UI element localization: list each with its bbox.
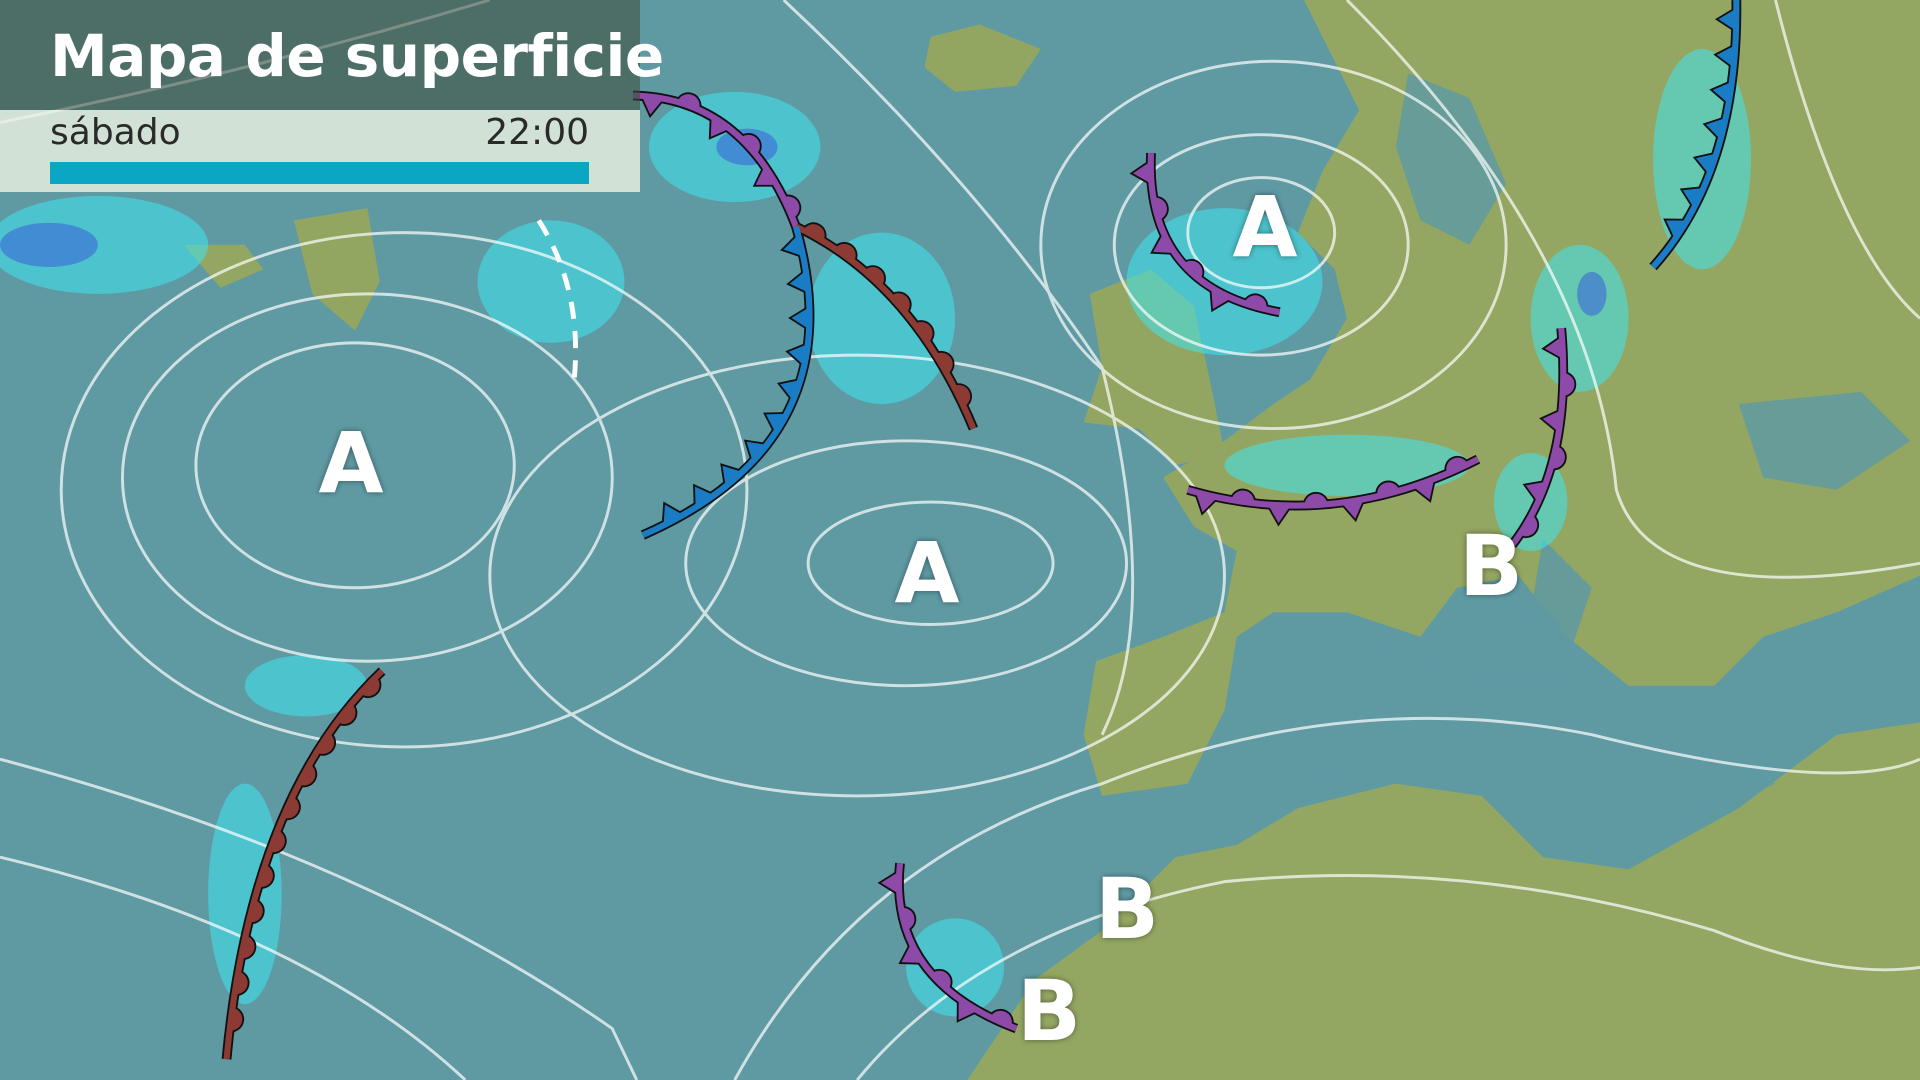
warm-front	[223, 668, 385, 1060]
title-panel	[0, 0, 640, 110]
warm-front	[794, 223, 977, 430]
day-label: sábado	[50, 112, 181, 153]
high-pressure-label: A	[318, 414, 384, 512]
occluded-front	[1147, 152, 1281, 316]
occluded-front	[1509, 327, 1567, 547]
low-pressure-label: B	[1458, 517, 1524, 615]
high-pressure-label: A	[894, 524, 960, 622]
time-label: 22:00	[485, 112, 589, 153]
page-title: Mapa de superficie	[50, 22, 664, 90]
cold-front	[1650, 0, 1740, 269]
trough-line	[536, 219, 579, 390]
progress-bar	[50, 162, 589, 184]
low-pressure-label: B	[1094, 860, 1160, 958]
low-pressure-label: B	[1016, 962, 1082, 1060]
occluded-front	[895, 862, 1018, 1032]
fronts	[221, 0, 1742, 1060]
occluded-front	[632, 92, 799, 228]
seas-inland	[1261, 73, 1911, 845]
cold-front	[641, 225, 813, 538]
high-pressure-label: A	[1232, 178, 1298, 276]
occluded-front	[1186, 456, 1480, 509]
